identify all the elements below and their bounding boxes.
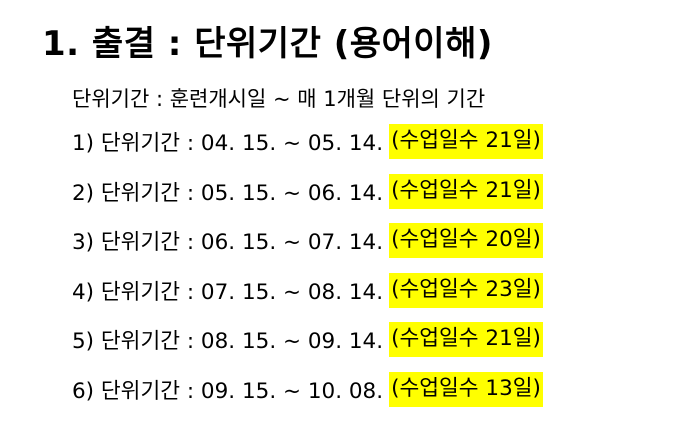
unit-period-item: 1) 단위기간 : 04. 15. ~ 05. 14. (수업일수 21일) xyxy=(72,124,543,159)
class-days-highlight: (수업일수 20일) xyxy=(389,223,543,258)
unit-period-item: 2) 단위기간 : 05. 15. ~ 06. 14. (수업일수 21일) xyxy=(72,173,543,209)
class-days-highlight: (수업일수 21일) xyxy=(389,173,543,209)
unit-period-range: 2) 단위기간 : 05. 15. ~ 06. 14. xyxy=(72,180,384,206)
class-days-highlight: (수업일수 23일) xyxy=(389,272,543,308)
class-days-highlight: (수업일수 21일) xyxy=(389,124,543,159)
unit-period-list: 1) 단위기간 : 04. 15. ~ 05. 14. (수업일수 21일) 2… xyxy=(72,124,543,421)
unit-period-item: 3) 단위기간 : 06. 15. ~ 07. 14. (수업일수 20일) xyxy=(72,223,543,258)
unit-period-definition: 단위기간 : 훈련개시일 ~ 매 1개월 단위의 기간 xyxy=(72,87,486,111)
unit-period-item: 4) 단위기간 : 07. 15. ~ 08. 14. (수업일수 23일) xyxy=(72,272,543,308)
unit-period-range: 1) 단위기간 : 04. 15. ~ 05. 14. xyxy=(72,131,384,156)
unit-period-item: 5) 단위기간 : 08. 15. ~ 09. 14. (수업일수 21일) xyxy=(72,322,543,357)
unit-period-range: 6) 단위기간 : 09. 15. ~ 10. 08. xyxy=(72,378,384,404)
unit-period-range: 4) 단위기간 : 07. 15. ~ 08. 14. xyxy=(72,279,384,305)
page-title: 1. 출결 : 단위기간 (용어이해) xyxy=(42,24,493,64)
class-days-highlight: (수업일수 13일) xyxy=(389,371,543,407)
class-days-highlight: (수업일수 21일) xyxy=(389,322,543,357)
unit-period-range: 3) 단위기간 : 06. 15. ~ 07. 14. xyxy=(72,230,384,255)
unit-period-item: 6) 단위기간 : 09. 15. ~ 10. 08. (수업일수 13일) xyxy=(72,371,543,407)
unit-period-range: 5) 단위기간 : 08. 15. ~ 09. 14. xyxy=(72,329,384,354)
